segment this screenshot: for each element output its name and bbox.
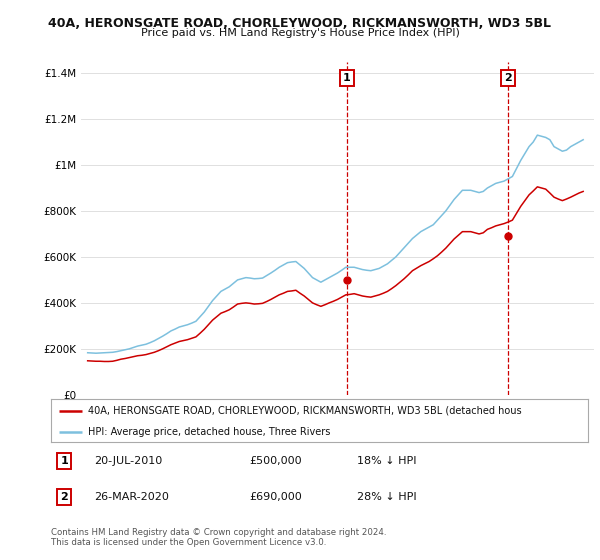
Text: £690,000: £690,000	[250, 492, 302, 502]
Text: 1: 1	[61, 456, 68, 466]
Text: Contains HM Land Registry data © Crown copyright and database right 2024.: Contains HM Land Registry data © Crown c…	[51, 528, 386, 536]
Text: HPI: Average price, detached house, Three Rivers: HPI: Average price, detached house, Thre…	[88, 427, 330, 437]
Text: 40A, HERONSGATE ROAD, CHORLEYWOOD, RICKMANSWORTH, WD3 5BL (detached hous: 40A, HERONSGATE ROAD, CHORLEYWOOD, RICKM…	[88, 406, 521, 416]
Text: 18% ↓ HPI: 18% ↓ HPI	[357, 456, 416, 466]
Text: 2: 2	[61, 492, 68, 502]
Text: 1: 1	[343, 73, 350, 83]
Text: Price paid vs. HM Land Registry's House Price Index (HPI): Price paid vs. HM Land Registry's House …	[140, 28, 460, 38]
Text: This data is licensed under the Open Government Licence v3.0.: This data is licensed under the Open Gov…	[51, 538, 326, 547]
Text: 40A, HERONSGATE ROAD, CHORLEYWOOD, RICKMANSWORTH, WD3 5BL: 40A, HERONSGATE ROAD, CHORLEYWOOD, RICKM…	[49, 17, 551, 30]
Text: £500,000: £500,000	[250, 456, 302, 466]
Text: 2: 2	[504, 73, 512, 83]
Text: 28% ↓ HPI: 28% ↓ HPI	[357, 492, 417, 502]
Text: 26-MAR-2020: 26-MAR-2020	[94, 492, 169, 502]
Text: 20-JUL-2010: 20-JUL-2010	[94, 456, 162, 466]
